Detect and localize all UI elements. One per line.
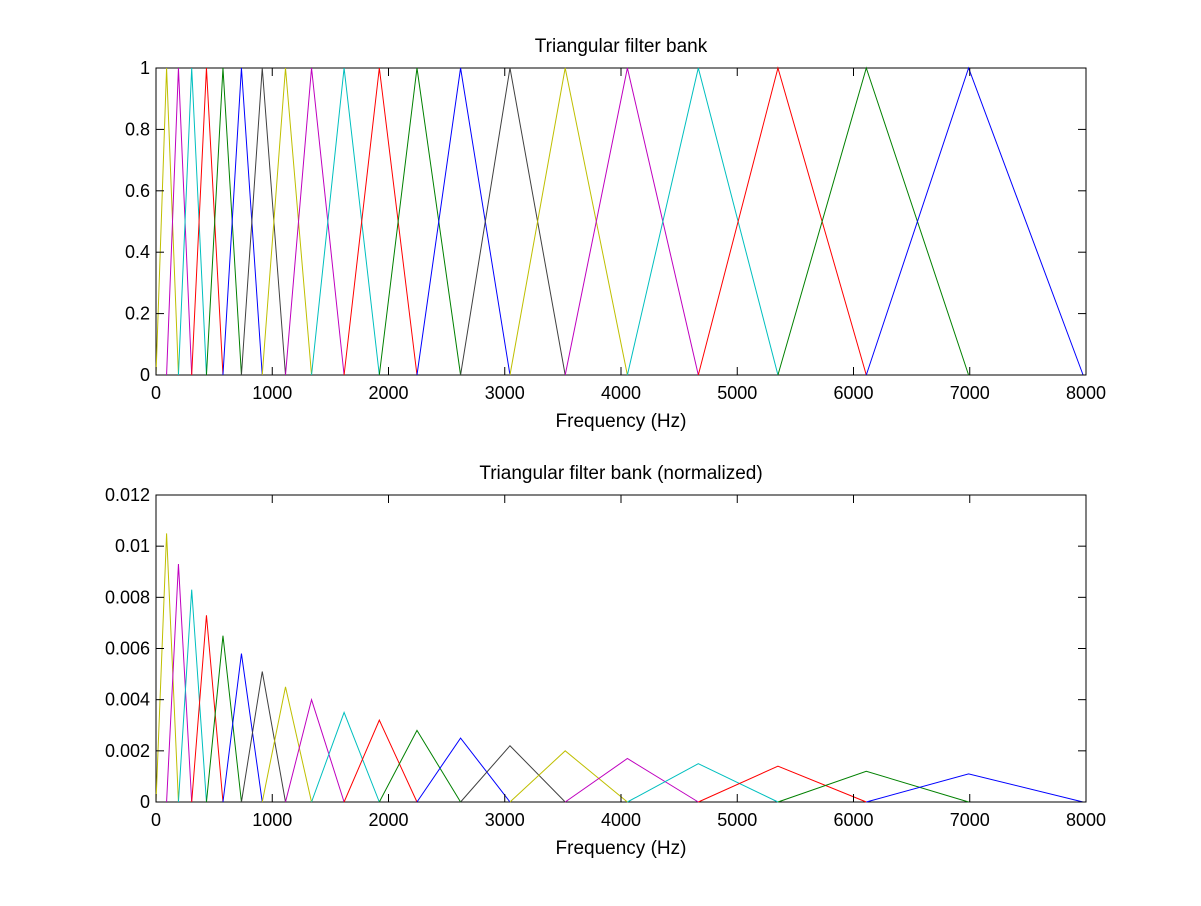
x-tick-label: 8000 (1066, 810, 1106, 830)
filter-line-14 (460, 67, 566, 376)
plot-area (155, 67, 1087, 376)
x-tick-label: 0 (151, 383, 161, 403)
x-tick-label: 7000 (950, 383, 990, 403)
y-tick-label: 1 (140, 58, 150, 78)
y-tick-label: 0.4 (125, 242, 150, 262)
filter-line-1 (155, 533, 179, 803)
filter-line-6 (222, 67, 263, 376)
filter-line-5 (205, 67, 242, 376)
filter-line-2 (166, 564, 193, 803)
y-tick-label: 0.004 (105, 690, 150, 710)
filter-line-17 (627, 763, 779, 803)
filter-line-7 (240, 671, 286, 803)
y-tick-label: 0 (140, 365, 150, 385)
filter-line-20 (866, 773, 1084, 803)
x-tick-label: 1000 (252, 383, 292, 403)
x-tick-label: 1000 (252, 810, 292, 830)
tick-layer: 0 1000 2000 3000 4000 5000 6000 7000 8000 0 0.2 0.4… (125, 58, 1106, 403)
y-tick-label: 0.012 (105, 485, 150, 505)
x-tick-label: 6000 (833, 383, 873, 403)
x-tick-label: 4000 (601, 383, 641, 403)
x-tick-label: 7000 (950, 810, 990, 830)
y-tick-label: 0.01 (115, 536, 150, 556)
x-axis-title: Frequency (Hz) (556, 838, 687, 859)
filter-line-8 (261, 67, 313, 376)
filter-line-8 (261, 686, 313, 803)
filter-line-9 (285, 697, 345, 803)
filter-line-18 (698, 765, 867, 803)
filter-line-10 (311, 711, 380, 803)
y-tick-label: 0.008 (105, 587, 150, 607)
plot-area (155, 494, 1087, 803)
x-tick-label: 0 (151, 810, 161, 830)
plot-title: Triangular filter bank (normalized) (479, 463, 762, 484)
y-tick-label: 0.006 (105, 639, 150, 659)
filter-line-10 (311, 67, 380, 376)
x-tick-label: 2000 (368, 383, 408, 403)
filter-line-15 (509, 67, 628, 376)
filter-line-11 (343, 718, 418, 803)
tick-layer: 0 1000 2000 3000 4000 5000 6000 7000 8000 0 0.002 0… (105, 485, 1106, 830)
x-axis-title: Frequency (Hz) (556, 411, 687, 432)
filter-line-1 (155, 67, 179, 376)
filter-line-20 (865, 66, 1084, 376)
filter-line-13 (416, 67, 511, 376)
filter-line-6 (222, 653, 263, 803)
y-tick-label: 0 (140, 792, 150, 812)
filter-line-11 (343, 67, 418, 376)
x-tick-label: 4000 (601, 810, 641, 830)
x-tick-label: 2000 (368, 810, 408, 830)
filter-line-16 (564, 67, 699, 376)
filter-line-18 (697, 66, 867, 376)
filter-line-4 (191, 615, 224, 803)
filter-line-17 (626, 67, 779, 376)
plot-filter-bank: Triangular filter bank 0 1000 2000 3000 4000… (125, 36, 1106, 432)
filter-line-16 (564, 757, 699, 803)
x-tick-label: 3000 (485, 810, 525, 830)
filter-line-19 (777, 66, 970, 376)
x-tick-label: 5000 (717, 383, 757, 403)
x-tick-label: 6000 (833, 810, 873, 830)
filter-line-15 (509, 750, 628, 803)
filter-line-19 (777, 770, 969, 803)
series-layer (155, 533, 1084, 803)
y-tick-label: 0.8 (125, 119, 150, 139)
plot-filter-bank-normalized: Triangular filter bank (normalized) 0 100… (105, 463, 1106, 859)
filter-line-7 (240, 67, 286, 376)
filter-line-3 (177, 67, 207, 376)
filter-line-3 (177, 589, 207, 803)
filter-line-4 (191, 67, 224, 376)
y-tick-label: 0.6 (125, 181, 150, 201)
filter-line-9 (285, 67, 345, 376)
x-tick-label: 5000 (717, 810, 757, 830)
x-tick-label: 3000 (485, 383, 525, 403)
filter-line-12 (378, 729, 461, 803)
plot-title: Triangular filter bank (535, 36, 708, 57)
y-tick-label: 0.002 (105, 741, 150, 761)
filter-line-12 (378, 67, 462, 376)
filter-line-5 (205, 635, 242, 803)
filter-line-13 (416, 737, 511, 803)
y-tick-label: 0.2 (125, 304, 150, 324)
filter-line-14 (460, 744, 566, 803)
x-tick-label: 8000 (1066, 383, 1106, 403)
filter-line-2 (166, 67, 193, 376)
series-layer (155, 66, 1084, 376)
